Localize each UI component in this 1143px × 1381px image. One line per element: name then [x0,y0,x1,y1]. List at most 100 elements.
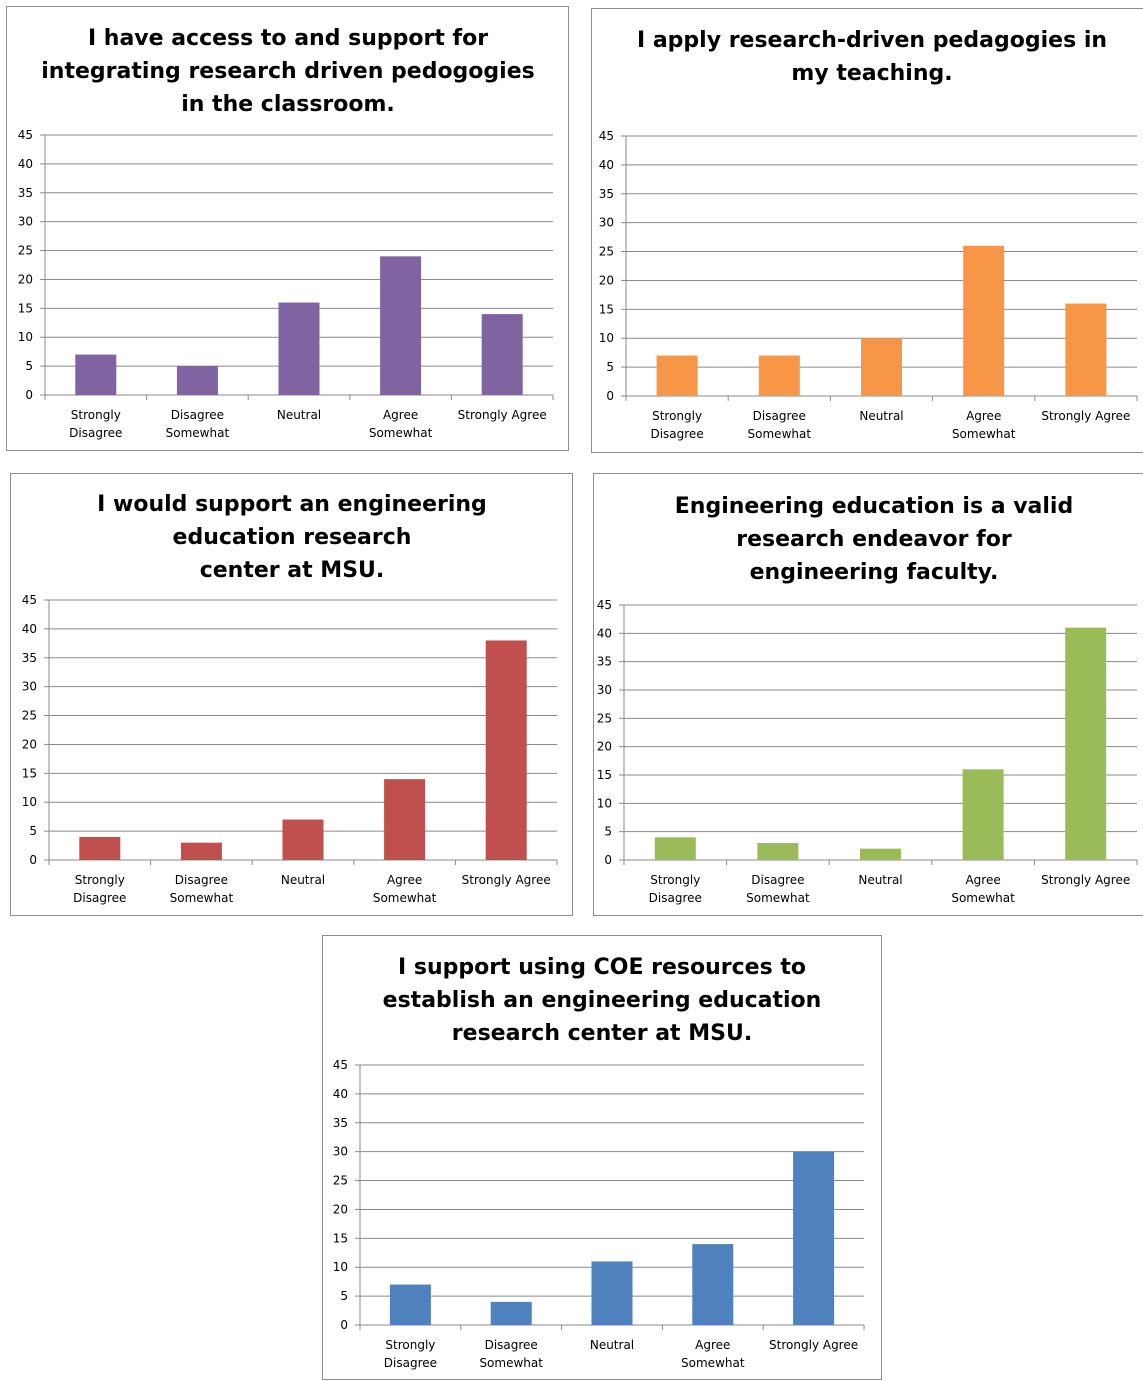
y-tick-label: 30 [597,683,612,697]
chart-access-support: I have access to and support for integrat… [18,26,554,440]
x-category-label: Strongly [650,873,700,887]
x-category-label: Strongly Agree [1041,409,1130,423]
chart-title-line: I have access to and support for [88,26,488,51]
chart-title-line: my teaching. [791,61,952,86]
y-tick-label: 45 [599,129,614,143]
x-category-label: Disagree [73,891,126,905]
y-tick-label: 30 [22,680,37,694]
y-tick-label: 45 [333,1058,348,1072]
x-category-label: Somewhat [170,891,234,905]
x-category-label: Agree [383,408,418,422]
chart-title-line: engineering faculty. [750,560,999,585]
y-tick-label: 5 [25,359,33,373]
y-tick-label: 15 [18,301,33,315]
bar [278,302,320,395]
y-tick-label: 20 [597,740,612,754]
x-category-label: Somewhat [681,1356,745,1370]
x-category-label: Agree [695,1338,730,1352]
chart-title-line: integrating research driven pedogogies [41,59,534,84]
chart-title-line: research endeavor for [736,527,1012,552]
bar [591,1261,633,1325]
bar [485,640,527,860]
y-tick-label: 10 [333,1260,348,1274]
chart-panel-valid-endeavor: Engineering education is a valid research… [593,473,1143,916]
x-category-label: Somewhat [373,891,437,905]
y-tick-label: 35 [22,651,37,665]
x-category-label: Neutral [277,408,321,422]
y-tick-label: 40 [22,622,37,636]
chart-support-center: I would support an engineering education … [22,492,558,905]
y-tick-label: 0 [340,1318,348,1332]
x-category-label: Agree [387,873,422,887]
y-tick-label: 10 [597,796,612,810]
chart-coe-resources: I support using COE resources to establis… [333,955,865,1370]
y-tick-label: 0 [25,388,33,402]
y-tick-label: 5 [340,1289,348,1303]
x-category-label: Disagree [649,891,702,905]
y-tick-label: 30 [333,1145,348,1159]
y-tick-label: 5 [29,824,37,838]
chart-title-line: establish an engineering education [383,988,822,1013]
y-tick-label: 0 [604,853,612,867]
chart-title-line: in the classroom. [181,92,395,117]
y-tick-label: 40 [599,158,614,172]
y-tick-label: 25 [597,711,612,725]
x-category-label: Neutral [859,409,903,423]
x-category-label: Agree [966,409,1001,423]
y-tick-label: 45 [22,593,37,607]
x-category-label: Somewhat [166,426,230,440]
chart-apply-pedagogies: I apply research-driven pedagogies in my … [599,28,1138,441]
y-tick-label: 20 [599,273,614,287]
bar [962,769,1004,860]
bar [380,256,422,395]
bar [654,837,696,860]
y-tick-label: 35 [18,186,33,200]
chart-title-line: research center at MSU. [452,1021,752,1046]
bar [180,842,222,860]
x-category-label: Disagree [485,1338,538,1352]
y-tick-label: 45 [597,598,612,612]
x-category-label: Strongly Agree [1041,873,1130,887]
bar [793,1151,835,1325]
x-category-label: Strongly Agree [769,1338,858,1352]
x-category-label: Neutral [858,873,902,887]
bar [656,355,698,396]
x-category-label: Strongly [652,409,702,423]
x-category-label: Somewhat [952,427,1016,441]
y-tick-label: 15 [597,768,612,782]
y-tick-label: 20 [333,1202,348,1216]
chart-title-line: education research [173,525,412,550]
bar [481,314,523,395]
x-category-label: Agree [965,873,1000,887]
y-tick-label: 10 [599,331,614,345]
x-category-label: Somewhat [746,891,810,905]
bar [389,1284,431,1325]
x-category-label: Disagree [171,408,224,422]
y-tick-label: 25 [22,709,37,723]
y-tick-label: 25 [18,244,33,258]
chart-title-line: I support using COE resources to [398,955,806,980]
y-tick-label: 15 [599,302,614,316]
y-tick-label: 30 [18,215,33,229]
x-category-label: Strongly Agree [462,873,551,887]
chart-panel-access-support: I have access to and support for integrat… [6,6,569,451]
y-tick-label: 25 [333,1174,348,1188]
bar [282,819,324,860]
bar [1065,627,1107,860]
bar [79,836,121,860]
x-category-label: Somewhat [951,891,1015,905]
x-category-label: Strongly [75,873,125,887]
y-tick-label: 25 [599,245,614,259]
y-tick-label: 5 [606,360,614,374]
bar [861,338,902,396]
bar [75,354,117,395]
x-category-label: Disagree [751,873,804,887]
y-tick-label: 10 [18,330,33,344]
bar [490,1301,532,1325]
x-category-label: Somewhat [369,426,433,440]
chart-title-line: I apply research-driven pedagogies in [637,28,1107,53]
chart-panel-support-center: I would support an engineering education … [10,473,573,916]
x-category-label: Neutral [590,1338,634,1352]
y-tick-label: 35 [333,1116,348,1130]
x-category-label: Strongly [385,1338,435,1352]
